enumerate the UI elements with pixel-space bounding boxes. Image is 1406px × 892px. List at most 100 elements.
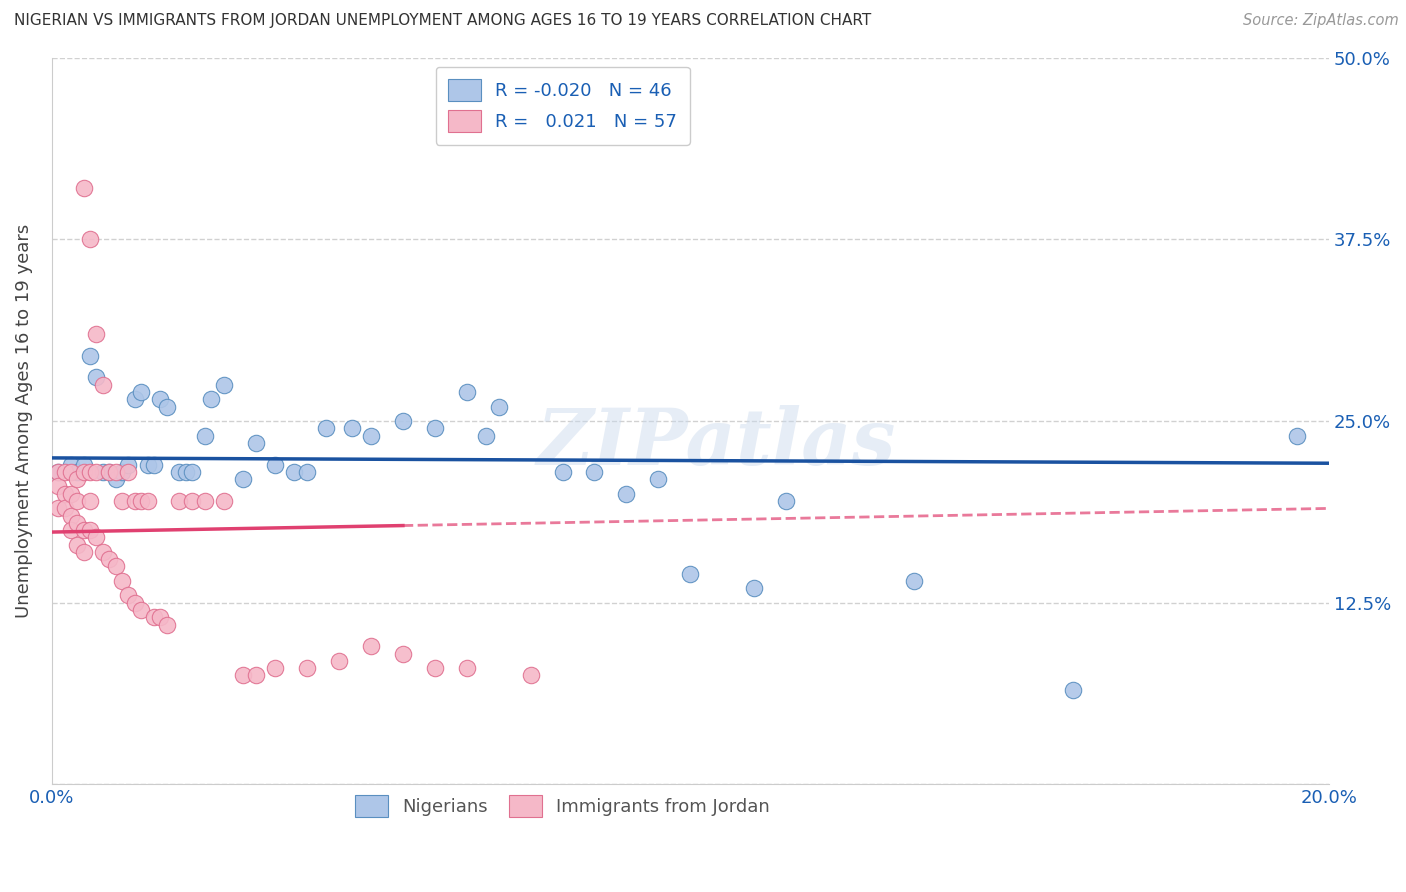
- Point: [488, 400, 510, 414]
- Point: [264, 661, 287, 675]
- Point: [79, 523, 101, 537]
- Point: [86, 465, 108, 479]
- Text: NIGERIAN VS IMMIGRANTS FROM JORDAN UNEMPLOYMENT AMONG AGES 16 TO 19 YEARS CORREL: NIGERIAN VS IMMIGRANTS FROM JORDAN UNEMP…: [14, 13, 872, 29]
- Point: [66, 465, 89, 479]
- Point: [53, 465, 76, 479]
- Point: [104, 472, 127, 486]
- Point: [616, 487, 638, 501]
- Point: [124, 596, 146, 610]
- Point: [142, 458, 165, 472]
- Point: [194, 494, 217, 508]
- Point: [156, 400, 179, 414]
- Point: [73, 465, 96, 479]
- Point: [475, 428, 498, 442]
- Point: [169, 465, 191, 479]
- Point: [742, 581, 765, 595]
- Point: [328, 654, 350, 668]
- Point: [124, 494, 146, 508]
- Point: [1062, 682, 1084, 697]
- Point: [98, 465, 121, 479]
- Point: [295, 661, 318, 675]
- Point: [46, 465, 69, 479]
- Point: [86, 530, 108, 544]
- Point: [124, 392, 146, 407]
- Point: [156, 617, 179, 632]
- Point: [117, 465, 139, 479]
- Point: [98, 552, 121, 566]
- Point: [149, 610, 172, 624]
- Point: [647, 472, 669, 486]
- Point: [212, 494, 235, 508]
- Point: [46, 465, 69, 479]
- Point: [111, 574, 134, 588]
- Point: [181, 465, 204, 479]
- Point: [91, 465, 114, 479]
- Point: [104, 465, 127, 479]
- Point: [129, 494, 152, 508]
- Point: [59, 465, 82, 479]
- Point: [117, 458, 139, 472]
- Point: [169, 494, 191, 508]
- Point: [79, 232, 101, 246]
- Point: [73, 523, 96, 537]
- Point: [86, 370, 108, 384]
- Point: [59, 523, 82, 537]
- Point: [136, 494, 159, 508]
- Point: [104, 559, 127, 574]
- Point: [340, 421, 363, 435]
- Point: [903, 574, 925, 588]
- Point: [181, 494, 204, 508]
- Point: [295, 465, 318, 479]
- Text: Source: ZipAtlas.com: Source: ZipAtlas.com: [1243, 13, 1399, 29]
- Point: [86, 326, 108, 341]
- Y-axis label: Unemployment Among Ages 16 to 19 years: Unemployment Among Ages 16 to 19 years: [15, 224, 32, 618]
- Point: [79, 465, 101, 479]
- Point: [232, 472, 254, 486]
- Point: [53, 487, 76, 501]
- Point: [212, 377, 235, 392]
- Point: [59, 487, 82, 501]
- Point: [59, 508, 82, 523]
- Point: [1285, 428, 1308, 442]
- Point: [91, 377, 114, 392]
- Point: [91, 545, 114, 559]
- Point: [129, 384, 152, 399]
- Point: [519, 668, 541, 682]
- Point: [245, 668, 267, 682]
- Point: [194, 428, 217, 442]
- Point: [111, 494, 134, 508]
- Point: [583, 465, 606, 479]
- Point: [66, 494, 89, 508]
- Point: [79, 494, 101, 508]
- Point: [679, 566, 702, 581]
- Point: [46, 501, 69, 516]
- Point: [315, 421, 337, 435]
- Point: [423, 661, 446, 675]
- Point: [117, 589, 139, 603]
- Point: [423, 421, 446, 435]
- Point: [551, 465, 574, 479]
- Point: [66, 538, 89, 552]
- Point: [79, 349, 101, 363]
- Point: [73, 181, 96, 195]
- Point: [59, 458, 82, 472]
- Point: [245, 435, 267, 450]
- Point: [46, 479, 69, 493]
- Point: [136, 458, 159, 472]
- Legend: Nigerians, Immigrants from Jordan: Nigerians, Immigrants from Jordan: [346, 786, 779, 826]
- Point: [200, 392, 222, 407]
- Point: [283, 465, 305, 479]
- Point: [129, 603, 152, 617]
- Point: [775, 494, 797, 508]
- Point: [392, 414, 415, 428]
- Point: [73, 545, 96, 559]
- Point: [98, 465, 121, 479]
- Point: [149, 392, 172, 407]
- Point: [66, 516, 89, 530]
- Point: [360, 428, 382, 442]
- Point: [392, 647, 415, 661]
- Point: [174, 465, 197, 479]
- Point: [73, 458, 96, 472]
- Text: ZIPatlas: ZIPatlas: [536, 405, 896, 481]
- Point: [111, 465, 134, 479]
